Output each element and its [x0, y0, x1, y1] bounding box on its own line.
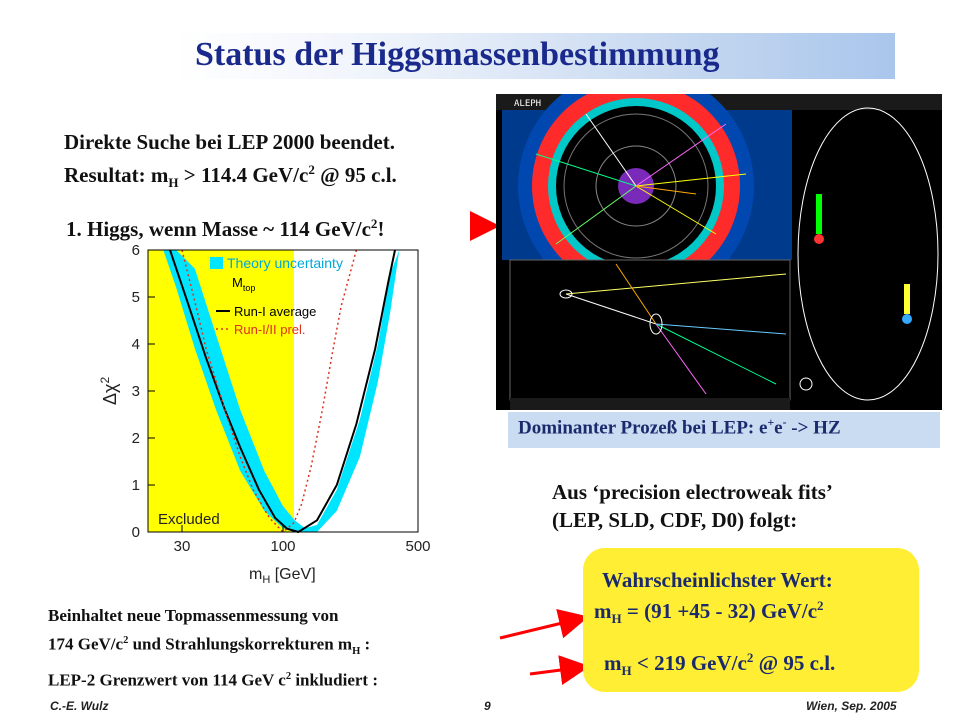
aleph-label: ALEPH: [514, 99, 541, 109]
arrow-to-upper-limit: [529, 655, 590, 685]
event-display-graphic: ALEPH: [496, 94, 942, 410]
chi2-chart: 0 1 2 3 4 5 6 30 100 500 Excluded Theory uncerta…: [98, 238, 480, 593]
fits-line-2: (LEP, SLD, CDF, D0) folgt:: [552, 508, 798, 532]
result-central-value: mH = (91 +45 - 32) GeV/c2: [594, 598, 824, 627]
result-heading: Wahrscheinlichster Wert:: [602, 568, 833, 592]
legend-solid-label: Run-I average: [234, 304, 316, 319]
top-mass-line-3: LEP-2 Grenzwert von 114 GeV c2 inkludier…: [48, 670, 378, 690]
footer-venue: Wien, Sep. 2005: [806, 699, 897, 713]
higgs-mass-note: 1. Higgs, wenn Masse ~ 114 GeV/c2!: [66, 216, 385, 241]
x-ticks: 30 100 500: [174, 525, 431, 555]
lep-line-2: Resultat: mH > 114.4 GeV/c2 @ 95 c.l.: [64, 162, 397, 191]
theory-uncertainty-band: [163, 250, 400, 532]
fits-line-1: Aus ‘precision electroweak fits’: [552, 480, 833, 504]
y-tick-label: 0: [132, 524, 140, 541]
x-tick-label: 30: [174, 538, 191, 555]
chart-legend: Theory uncertainty Mtop Run-I average Ru…: [210, 255, 343, 337]
x-tick-label: 500: [405, 538, 430, 555]
lep-line-1: Direkte Suche bei LEP 2000 beendet.: [64, 130, 395, 154]
series-run1-2-prel: [181, 249, 358, 534]
y-ticks: 0 1 2 3 4 5 6: [132, 242, 155, 541]
legend-band-label: Theory uncertainty: [227, 255, 343, 271]
result-box: [583, 548, 919, 692]
y-tick-label: 5: [132, 289, 140, 306]
legend-header: Mtop: [232, 275, 255, 293]
footer-page-number: 9: [484, 699, 491, 713]
y-tick-label: 3: [132, 383, 140, 400]
top-mass-line-2: 174 GeV/c2 und Strahlungskorrekturen mH …: [48, 634, 371, 658]
excluded-label: Excluded: [158, 511, 220, 528]
top-mass-line-1: Beinhaltet neue Topmassenmessung von: [48, 606, 339, 625]
legend-dotted-label: Run-I/II prel.: [234, 322, 306, 337]
y-tick-label: 4: [132, 336, 140, 353]
x-tick-label: 100: [270, 538, 295, 555]
fits-text: Aus ‘precision electroweak fits’ (LEP, S…: [552, 478, 833, 534]
result-upper-limit: mH < 219 GeV/c2 @ 95 c.l.: [604, 650, 836, 679]
event-caption: Dominanter Prozeß bei LEP: e+e- -> HZ: [518, 416, 841, 439]
series-run1-average: [169, 249, 396, 534]
slide-title: Status der Higgsmassenbestimmung: [195, 36, 720, 73]
footer-author: C.-E. Wulz: [50, 699, 109, 713]
top-mass-text: Beinhaltet neue Topmassenmessung von 174…: [48, 603, 378, 693]
chi2-chart-svg: 0 1 2 3 4 5 6 30 100 500 Excluded Theory uncerta…: [98, 242, 431, 586]
lep-search-text: Direkte Suche bei LEP 2000 beendet. Resu…: [64, 128, 397, 197]
y-tick-label: 1: [132, 477, 140, 494]
y-tick-label: 2: [132, 430, 140, 447]
arrow-to-central-value: [499, 609, 589, 640]
title-bar: [175, 33, 895, 79]
legend-band-swatch: [210, 257, 223, 269]
aleph-event-display: ALEPH: [496, 94, 942, 410]
caption-box: [508, 412, 940, 448]
y-tick-label: 6: [132, 242, 140, 259]
x-axis-label: mH [GeV]: [249, 566, 316, 586]
y-axis-label: Δχ2: [100, 377, 120, 405]
